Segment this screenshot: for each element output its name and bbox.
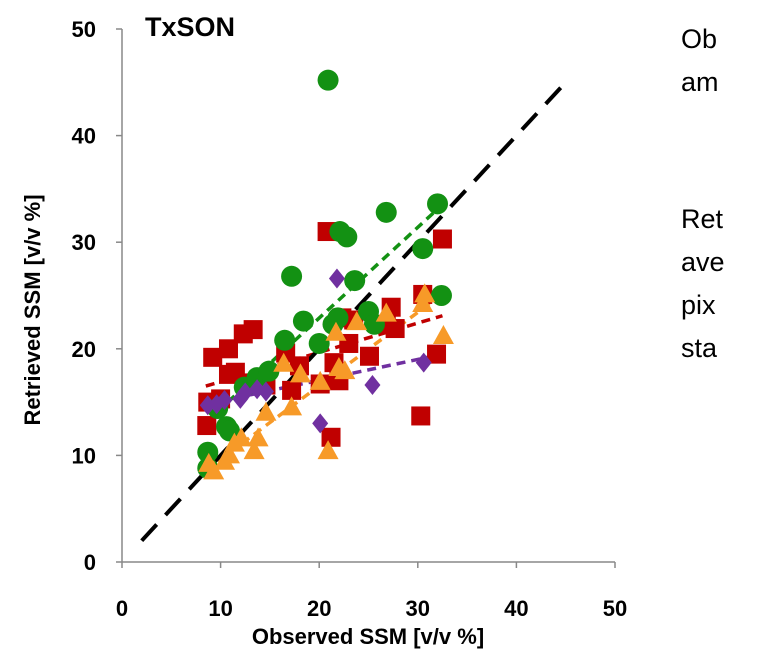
diamond-point	[415, 352, 432, 373]
square-point	[359, 346, 379, 366]
annotation-line: sta	[681, 333, 718, 363]
annotation-line: am	[681, 67, 719, 97]
square-point	[321, 427, 341, 447]
circle-point	[327, 307, 349, 329]
triangle-point	[203, 460, 225, 480]
circle-point	[430, 285, 452, 306]
annotation-line: ave	[681, 247, 725, 277]
diamond-point	[237, 382, 254, 403]
triangle-point	[432, 325, 454, 345]
y-tick-label: 50	[72, 17, 96, 42]
x-tick-label: 0	[116, 596, 128, 621]
diamond-point	[257, 381, 274, 402]
diamond-point	[312, 413, 329, 434]
square-point	[197, 416, 217, 436]
x-tick-label: 50	[603, 596, 627, 621]
square-point	[243, 320, 263, 340]
annotation-text: Ob am Ret ave pix sta	[681, 24, 725, 363]
diamond-point	[364, 375, 381, 396]
circle-point	[427, 193, 449, 215]
chart-title: TxSON	[145, 12, 235, 42]
annotation-line: Ob	[681, 24, 717, 54]
axes	[121, 29, 615, 563]
circle-point	[317, 69, 339, 91]
square-point	[282, 380, 302, 400]
x-tick-label: 10	[208, 596, 232, 621]
triangle-point	[230, 427, 252, 447]
y-tick-label: 40	[72, 124, 96, 149]
annotation-line: pix	[681, 290, 716, 320]
triangle-point	[412, 293, 434, 313]
circle-point	[281, 265, 303, 287]
square-point	[203, 347, 223, 367]
triangle-point	[309, 370, 331, 390]
triangle-point	[247, 427, 269, 447]
triangle-point	[218, 444, 240, 464]
annotation-line: Ret	[681, 204, 724, 234]
square-point	[385, 319, 405, 339]
triangle-point	[375, 302, 397, 322]
circle-point	[412, 238, 434, 260]
diamond-point	[199, 395, 216, 416]
tick-labels: 0 10 20 30 40 50 0 10 20 30 40 50	[72, 17, 628, 621]
circle-point	[258, 360, 280, 382]
circle-point	[344, 270, 366, 292]
triangle-point	[289, 363, 311, 383]
triangle-point	[255, 401, 277, 421]
circle-point	[308, 332, 330, 354]
triangle-point	[243, 440, 265, 460]
x-tick-label: 20	[307, 596, 331, 621]
y-tick-label: 30	[72, 230, 96, 255]
x-tick-label: 30	[406, 596, 430, 621]
triangle-point	[273, 352, 295, 372]
square-point	[432, 229, 452, 249]
circle-point	[292, 310, 314, 332]
y-tick-label: 20	[72, 337, 96, 362]
circle-point	[197, 441, 219, 463]
y-tick-label: 10	[72, 443, 96, 468]
y-axis-title: Retrieved SSM [v/v %]	[20, 194, 45, 425]
x-axis-title: Observed SSM [v/v %]	[252, 624, 484, 649]
diamond-point	[216, 389, 233, 410]
circle-point	[375, 201, 397, 223]
data-points-layer	[197, 69, 454, 480]
x-tick-label: 40	[504, 596, 528, 621]
triangle-point	[334, 360, 356, 380]
triangle-point	[281, 396, 303, 416]
square-point	[427, 344, 447, 364]
y-tick-label: 0	[84, 550, 96, 575]
triangle-point	[414, 283, 436, 303]
triangle-point	[346, 311, 368, 331]
triangle-point	[317, 440, 339, 460]
square-point	[411, 406, 431, 426]
circle-point	[274, 329, 296, 351]
circle-point	[336, 226, 358, 248]
triangle-point	[325, 321, 347, 341]
diamond-point	[328, 268, 345, 289]
square-point	[218, 339, 238, 359]
